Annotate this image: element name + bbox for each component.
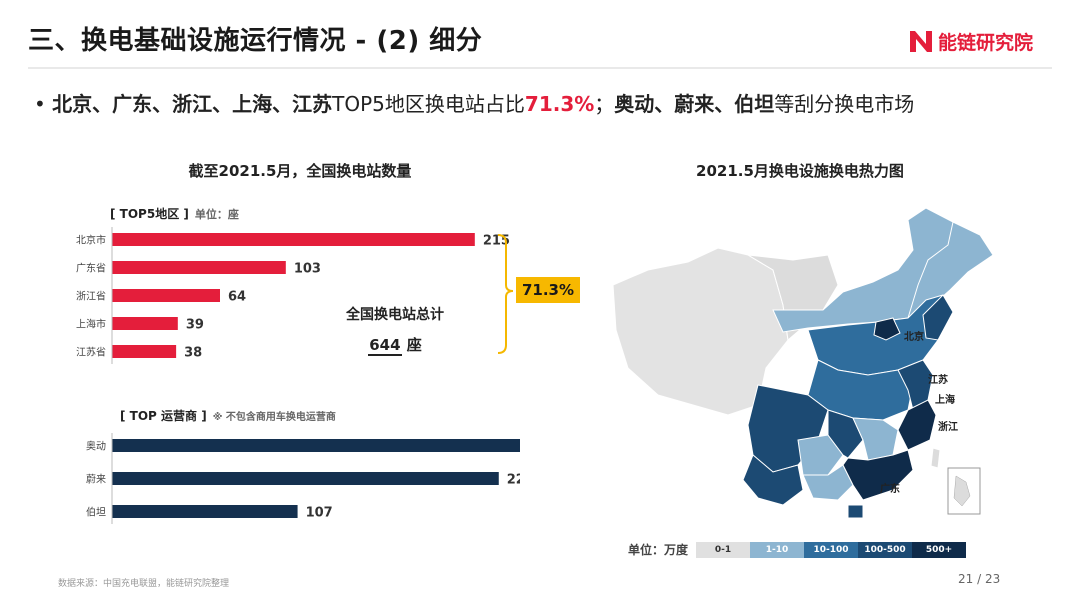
map-label-beijing: 北京 [904, 330, 924, 343]
brand-logo: 能链研究院 [908, 26, 1033, 56]
bar [112, 439, 520, 452]
map-region-beijing [873, 317, 901, 341]
map-region-taiwan [930, 447, 941, 469]
total-unit: 座 [406, 336, 422, 354]
key-finding-pct: 71.3% [524, 92, 595, 116]
bar [112, 233, 475, 246]
map-label-shanghai: 上海 [935, 393, 955, 406]
operator-note: ※ 不包含商用车换电运营商 [212, 412, 336, 423]
key-finding: • 北京、广东、浙江、上海、江苏TOP5地区换电站占比71.3%；奥动、蔚来、伯… [34, 88, 914, 117]
legend-cell: 10-100 [804, 541, 859, 558]
top5-label: [ TOP5地区 ] [110, 207, 189, 221]
category-label: 浙江省 [76, 290, 106, 303]
unit-label: 单位：座 [194, 208, 239, 221]
category-label: 蔚来 [86, 474, 106, 486]
map-region-hainan [847, 504, 864, 519]
map-region-yunnan [742, 454, 804, 506]
page-title: 三、换电基础设施运行情况 - (2) 细分 [28, 26, 483, 56]
map-region-guangdong [842, 449, 914, 501]
brand-logo-text: 能链研究院 [938, 31, 1034, 54]
key-finding-operators: 奥动、蔚来、伯坦 [614, 92, 775, 116]
south-china-sea-shape [953, 475, 971, 507]
category-label: 伯坦 [86, 506, 106, 519]
category-label: 广东省 [76, 262, 106, 275]
top5-section-label: [ TOP5地区 ] 单位：座 [110, 205, 239, 222]
total-label: 全国换电站总计 [346, 307, 444, 323]
total-value: 644 座 [330, 334, 460, 356]
map-label-jiangsu: 江苏 [928, 373, 948, 386]
legend-cells: 0-1 1-10 10-100 100-500 500+ [696, 541, 967, 558]
operator-section-label: [ TOP 运营商 ] ※ 不包含商用车换电运营商 [120, 407, 336, 424]
total-number: 644 [368, 336, 402, 356]
legend-cell: 1-10 [750, 541, 805, 558]
map-label-guangdong: 广东 [880, 482, 900, 495]
legend-cell: 500+ [912, 541, 967, 558]
map-region-west [612, 247, 789, 416]
map-region-northeast [907, 221, 994, 319]
right-chart-title: 2021.5月换电设施换电热力图 [696, 162, 904, 180]
bar [112, 261, 286, 274]
data-label: 223 [507, 473, 520, 488]
top5-bracket [497, 234, 514, 354]
legend-cell: 100-500 [858, 541, 913, 558]
bar [112, 289, 220, 302]
legend-unit-label: 单位：万度 [628, 543, 689, 557]
category-label: 北京市 [76, 234, 106, 247]
left-chart-title: 截至2021.5月，全国换电站数量 [188, 162, 412, 180]
map-region-liaoning [922, 294, 954, 341]
category-label: 奥动 [86, 440, 106, 453]
heat-map-legend: 单位：万度 0-1 1-10 10-100 100-500 500+ [628, 541, 967, 558]
bullet-icon: • [34, 92, 46, 116]
data-label: 107 [306, 506, 333, 521]
data-label: 38 [184, 346, 202, 361]
map-region-guizhou [797, 434, 844, 476]
data-source: 数据来源：中国充电联盟，能链研究院整理 [58, 579, 230, 589]
map-label-zhejiang: 浙江 [938, 420, 958, 433]
key-finding-end: 等刮分换电市场 [774, 92, 915, 116]
data-label: 39 [186, 318, 204, 333]
category-label: 江苏省 [76, 346, 106, 359]
page-number: 21 / 23 [958, 572, 1001, 586]
top-operator-bar-chart: 奥动314蔚来223伯坦107 [86, 433, 520, 524]
operator-label: [ TOP 运营商 ] [120, 409, 207, 423]
header-divider [28, 67, 1052, 69]
bar [112, 317, 178, 330]
key-finding-regions: 北京、广东、浙江、上海、江苏 [52, 92, 333, 116]
share-badge: 71.3% [516, 277, 580, 303]
key-finding-mid: TOP5地区换电站占比 [332, 92, 525, 116]
data-label: 64 [228, 290, 246, 305]
bar [112, 505, 298, 518]
bar [112, 345, 177, 358]
data-label: 103 [294, 262, 321, 277]
legend-cell: 0-1 [696, 541, 751, 558]
category-label: 上海市 [76, 318, 106, 331]
key-finding-sep: ； [594, 92, 615, 116]
brand-n-icon [910, 31, 932, 52]
china-heat-map: 北京 江苏 上海 浙江 广东 [612, 207, 994, 519]
bar [112, 472, 499, 485]
